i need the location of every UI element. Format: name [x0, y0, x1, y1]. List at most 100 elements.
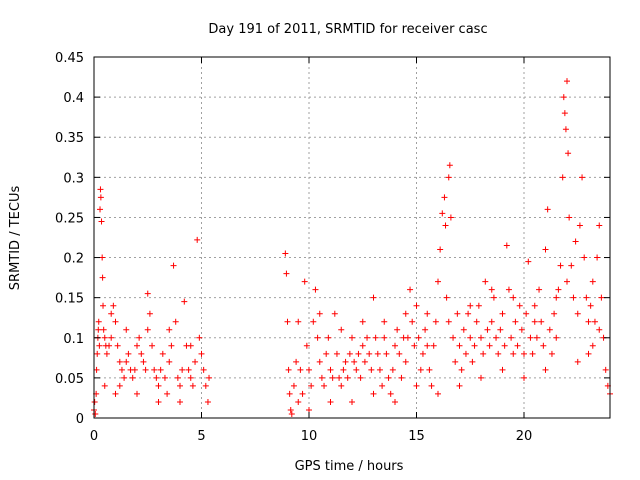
data-point — [206, 374, 213, 381]
data-point — [529, 350, 536, 357]
data-point — [503, 242, 510, 249]
data-point — [501, 342, 508, 349]
data-point — [379, 382, 386, 389]
data-point — [407, 286, 414, 293]
data-point — [164, 390, 171, 397]
data-point — [306, 406, 312, 413]
data-point — [381, 334, 388, 341]
data-point — [467, 302, 474, 309]
data-point — [95, 326, 102, 333]
data-point — [101, 382, 108, 389]
data-point — [542, 366, 549, 373]
data-point — [497, 326, 504, 333]
data-point — [587, 302, 594, 309]
data-point — [374, 350, 381, 357]
data-point — [540, 342, 547, 349]
data-point — [368, 366, 375, 373]
data-point — [116, 358, 123, 365]
data-point — [310, 318, 317, 325]
data-point — [170, 262, 177, 269]
data-point — [456, 382, 463, 389]
data-point — [351, 358, 358, 365]
data-point — [98, 218, 105, 225]
y-tick-label: 0 — [76, 412, 84, 427]
data-point — [505, 286, 512, 293]
data-point — [495, 350, 502, 357]
data-point — [553, 334, 560, 341]
data-point — [591, 318, 598, 325]
data-point — [546, 326, 553, 333]
data-point — [389, 366, 396, 373]
data-point — [157, 366, 164, 373]
grid-lines — [94, 57, 610, 418]
data-point — [478, 374, 484, 381]
x-tick-label: 10 — [301, 429, 318, 444]
data-point — [385, 374, 392, 381]
data-point — [488, 318, 495, 325]
data-point — [142, 366, 149, 373]
data-point — [493, 334, 500, 341]
data-point — [392, 342, 398, 349]
data-point — [293, 358, 300, 365]
data-point — [299, 390, 306, 397]
data-point — [411, 342, 418, 349]
chart-title: Day 191 of 2011, SRMTID for receiver cas… — [208, 22, 487, 37]
data-point — [566, 214, 573, 221]
data-point — [473, 318, 480, 325]
data-point — [204, 398, 211, 405]
data-point — [579, 174, 586, 181]
data-point — [198, 350, 205, 357]
data-point — [97, 194, 104, 201]
data-point — [166, 358, 173, 365]
data-point — [568, 262, 575, 269]
data-point — [327, 366, 334, 373]
data-point — [200, 366, 207, 373]
data-point — [415, 334, 422, 341]
data-point — [417, 366, 424, 373]
data-point — [402, 310, 409, 317]
data-point — [95, 318, 102, 325]
y-tick-label: 0.35 — [55, 131, 84, 146]
data-point — [458, 366, 465, 373]
data-point — [465, 310, 472, 317]
data-point — [325, 334, 332, 341]
data-point — [402, 358, 409, 365]
data-point — [424, 342, 431, 349]
data-point — [516, 302, 523, 309]
data-point — [333, 350, 340, 357]
y-tick-label: 0.2 — [63, 252, 84, 267]
data-point — [521, 350, 527, 357]
data-point — [426, 366, 433, 373]
data-point — [447, 214, 454, 221]
data-point — [187, 374, 194, 381]
data-point — [467, 334, 474, 341]
x-tick-label: 5 — [197, 429, 205, 444]
data-point — [144, 290, 151, 297]
data-point — [301, 278, 308, 285]
data-point — [428, 382, 435, 389]
data-point — [134, 390, 140, 397]
data-point — [118, 366, 125, 373]
data-point — [91, 398, 98, 405]
data-point — [161, 374, 168, 381]
data-point — [181, 298, 188, 305]
data-point — [144, 326, 151, 333]
data-point — [338, 326, 345, 333]
data-point — [340, 366, 347, 373]
data-point — [187, 342, 194, 349]
data-point — [327, 398, 334, 405]
data-point — [551, 310, 558, 317]
data-point — [344, 374, 351, 381]
axis-ticks — [93, 56, 610, 419]
data-point — [544, 206, 551, 213]
data-point — [287, 406, 294, 413]
data-point — [99, 274, 106, 281]
data-point — [283, 270, 290, 277]
data-point — [96, 342, 103, 349]
data-point — [189, 382, 196, 389]
data-point — [366, 350, 373, 357]
data-point — [435, 278, 441, 285]
data-point — [462, 350, 469, 357]
data-point — [478, 334, 484, 341]
